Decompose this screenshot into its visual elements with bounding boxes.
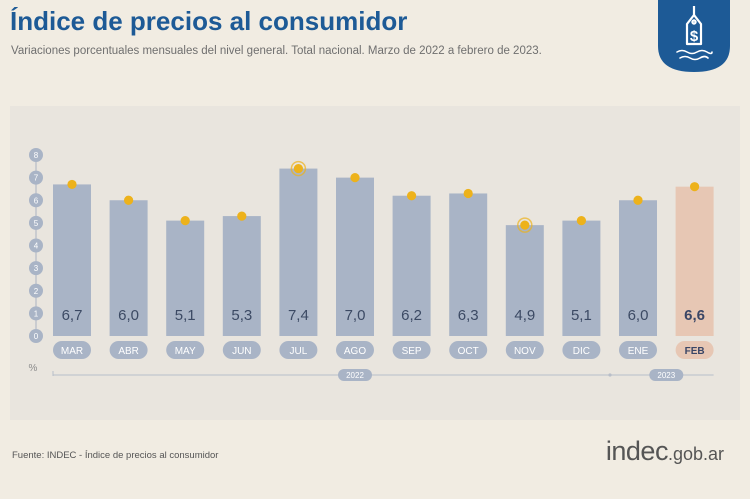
value-label: 7,0 [345,307,366,324]
month-label: MAR [61,346,83,357]
year-pill [338,369,372,381]
bar-dic [562,220,601,336]
data-point [237,211,247,221]
y-tick-marker [29,148,43,162]
value-label: 4,9 [514,307,535,324]
value-label: 6,7 [62,307,83,324]
y-tick-label: 0 [34,332,39,341]
value-label: 6,6 [684,307,705,324]
y-tick-label: 4 [34,242,39,251]
month-pill [222,341,261,359]
y-tick-label: 6 [34,196,39,205]
y-tick-marker [29,306,43,321]
bar-mar [53,184,91,336]
month-pill [109,341,148,359]
month-label: OCT [458,346,479,357]
y-tick-label: 2 [34,287,39,296]
data-point [690,182,700,192]
data-point [350,173,360,183]
y-tick-marker [29,283,43,298]
y-tick-label: 7 [34,174,39,183]
value-label: 6,2 [401,307,422,324]
bar-ago [336,177,374,336]
brand-main: indec [605,436,669,466]
bar-feb [675,186,714,336]
marker-ring [290,160,307,177]
data-point [633,195,643,205]
y-tick-marker [29,215,43,230]
month-pill [675,341,714,359]
value-label: 7,4 [288,307,309,324]
brand-logo: indec.gob.ar [606,436,724,467]
price-tag-dollar-icon: $ [658,0,730,72]
month-pill [279,341,318,359]
brand-domain: .gob.ar [667,444,724,464]
month-label: NOV [514,346,536,357]
month-label: JUL [290,346,308,357]
value-label: 6,0 [628,307,649,324]
y-tick-marker [29,261,43,276]
y-tick-label: 5 [34,219,39,228]
month-label: SEP [402,346,422,357]
bar-jul [279,168,318,336]
y-tick-marker [29,329,43,343]
source-note: Fuente: INDEC - Índice de precios al con… [12,450,219,461]
month-pill [449,341,488,359]
year-pill [649,369,684,381]
month-label: ABR [118,346,139,357]
month-pill [505,341,544,359]
month-label: AGO [344,346,366,357]
bar-sep [392,195,431,336]
month-label: MAY [175,346,196,357]
y-tick-label: 3 [34,264,39,273]
month-pill [166,341,205,359]
y-tick-marker [29,170,43,185]
month-label: ENE [628,346,649,357]
data-point [520,220,530,230]
data-point [463,188,473,199]
y-tick-label: 8 [34,151,39,160]
month-pill [53,341,91,359]
month-pill [562,341,601,359]
y-tick-marker [29,238,43,253]
y-tick-label: 1 [34,309,39,318]
bar-ene [619,200,657,336]
marker-ring [517,217,533,233]
value-label: 5,3 [231,307,252,324]
data-point [180,216,190,226]
data-point [576,216,587,226]
data-point [67,179,77,190]
month-label: DIC [573,346,590,357]
bar-may [166,220,205,336]
value-label: 6,0 [118,307,139,324]
year-label: 2022 [346,371,364,380]
year-label: 2023 [657,371,675,380]
svg-text:$: $ [690,28,699,45]
value-label: 6,3 [458,307,479,324]
chart-panel: 0 1 2 3 4 5 6 7 8% 6,7 MAR 6,0 ABR 5,1 MAY 5,3 JUN 7,4 JUL… [10,106,740,420]
bar-oct [449,193,488,336]
month-label: FEB [685,346,705,357]
bar-chart: 0 1 2 3 4 5 6 7 8% 6,7 MAR 6,0 ABR 5,1 MAY 5,3 JUN 7,4 JUL… [29,148,714,381]
y-tick-marker [29,193,43,208]
data-point [124,195,134,205]
data-point [293,163,303,174]
year-separator [608,373,612,377]
chart-subtitle: Variaciones porcentuales mensuales del n… [11,45,542,57]
month-label: JUN [232,346,251,357]
bar-abr [109,200,148,336]
value-label: 5,1 [571,307,592,324]
month-pill [392,341,431,359]
bar-jun [222,216,261,336]
data-point [407,191,417,201]
month-pill [336,341,374,359]
value-label: 5,1 [175,307,196,324]
y-unit-label: % [29,363,38,374]
month-pill [619,341,657,359]
chart-title: Índice de precios al consumidor [10,6,408,36]
bar-nov [505,225,544,336]
